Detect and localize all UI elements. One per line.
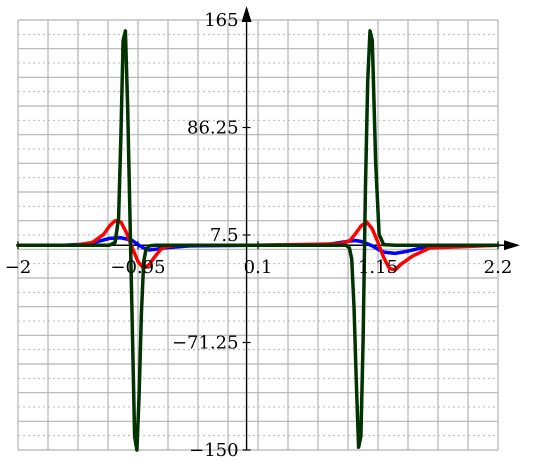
y-tick-label: −71.25 <box>172 333 239 354</box>
x-tick-label: 0.1 <box>244 257 273 278</box>
x-tick-label: 1.15 <box>358 257 398 278</box>
y-tick-label: −150 <box>189 440 238 461</box>
x-tick-label: 2.2 <box>484 257 513 278</box>
y-tick-label: 86.25 <box>187 118 239 139</box>
axes <box>17 6 520 451</box>
x-tick-label: −0.95 <box>110 257 165 278</box>
series-line-3 <box>16 29 500 452</box>
x-axis-arrow-icon <box>504 240 520 251</box>
y-tick-label: 165 <box>204 10 238 31</box>
tick-labels: −2 −0.95 0.1 1.15 2.2 165 86.25 7.5 −71.25 −150 <box>5 10 513 461</box>
x-tick-label: −2 <box>5 257 32 278</box>
y-tick-label: 7.5 <box>210 225 239 246</box>
series-layer <box>16 29 500 452</box>
y-axis-arrow-icon <box>241 6 252 22</box>
